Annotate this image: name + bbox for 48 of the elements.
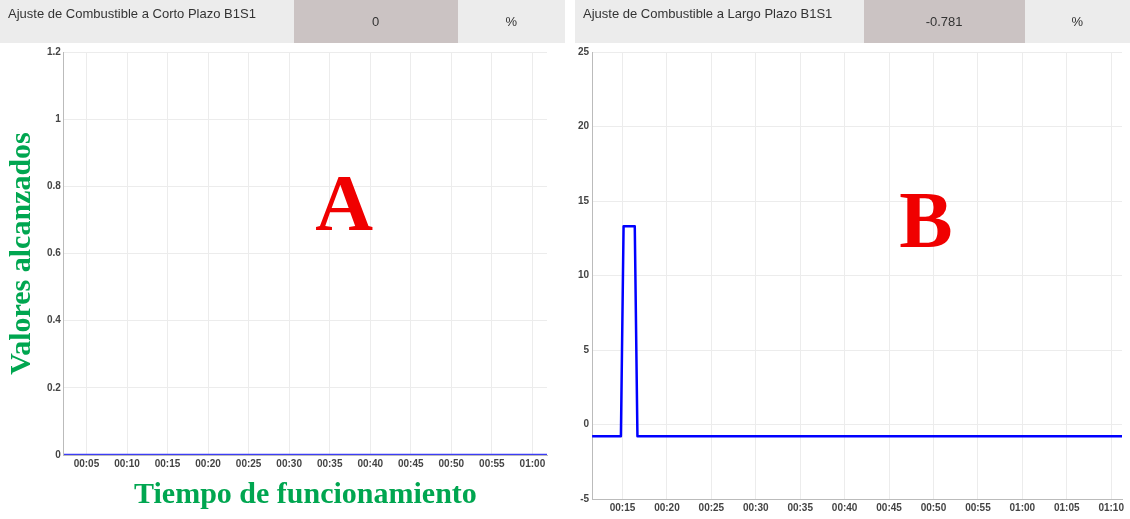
text: 0 [293, 0, 458, 43]
x-tick-label: 00:50 [920, 501, 947, 513]
x-tick-label: 00:05 [73, 457, 100, 469]
x-tick-label: 00:15 [609, 501, 636, 513]
x-tick-label: 01:00 [1009, 501, 1036, 513]
y-tick-label: 20 [578, 120, 590, 132]
x-tick-label: 01:00 [519, 457, 546, 469]
y-tick-label: 1 [55, 112, 62, 124]
y-tick-label: 0 [55, 448, 62, 460]
x-tick-label: 01:05 [1053, 501, 1080, 513]
text: % [457, 0, 565, 43]
y-tick-label: 5 [583, 343, 590, 355]
x-tick-label: 00:55 [479, 457, 506, 469]
y-tick-label: 25 [578, 45, 590, 57]
chart-title: Ajuste de Combustible a Largo Plazo B1S1 [575, 0, 864, 43]
y-tick-label: 0.6 [47, 247, 62, 259]
text: -0.781 [863, 0, 1025, 43]
y-axis-title: Valores alcanzados [2, 132, 36, 375]
annotation: B [899, 176, 953, 264]
x-tick-label: 00:35 [787, 501, 814, 513]
x-axis-title: Tiempo de funcionamiento [134, 475, 477, 509]
x-tick-label: 00:10 [114, 457, 141, 469]
x-tick-label: 00:35 [316, 457, 343, 469]
y-tick-label: 15 [578, 194, 590, 206]
y-tick-label: 0.4 [47, 314, 62, 326]
y-tick-label: -5 [580, 492, 590, 504]
y-tick-label: 0 [583, 418, 590, 430]
x-tick-label: 00:45 [876, 501, 903, 513]
x-tick-label: 01:10 [1098, 501, 1125, 513]
x-tick-label: 00:40 [831, 501, 858, 513]
y-tick-label: 0.2 [47, 381, 62, 393]
x-tick-label: 00:55 [965, 501, 992, 513]
text: % [1024, 0, 1130, 43]
x-tick-label: 00:45 [397, 457, 424, 469]
y-tick-label: 10 [578, 269, 590, 281]
x-tick-label: 00:25 [235, 457, 262, 469]
x-tick-label: 00:30 [742, 501, 769, 513]
x-tick-label: 00:50 [438, 457, 465, 469]
x-tick-label: 00:25 [698, 501, 725, 513]
y-tick-label: 1.2 [47, 45, 62, 57]
y-tick-label: 0.8 [47, 180, 62, 192]
annotation: A [315, 158, 374, 247]
x-tick-label: 00:15 [154, 457, 181, 469]
x-tick-label: 00:30 [276, 457, 303, 469]
chart-title: Ajuste de Combustible a Corto Plazo B1S1 [0, 0, 294, 43]
x-tick-label: 00:20 [195, 457, 222, 469]
x-tick-label: 00:20 [654, 501, 681, 513]
x-tick-label: 00:40 [357, 457, 384, 469]
